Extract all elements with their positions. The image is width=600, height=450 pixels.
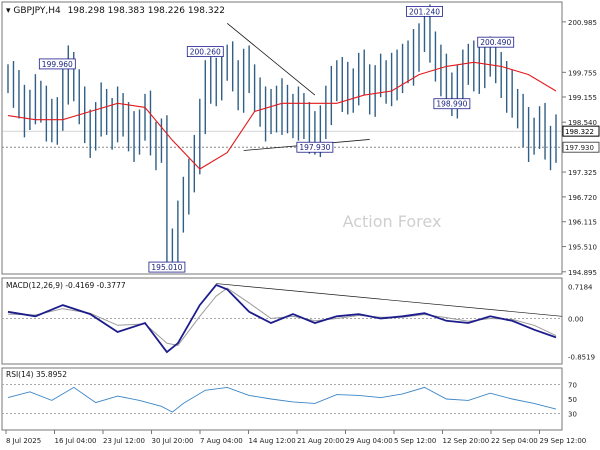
ref-level-label: 197.930 bbox=[565, 144, 594, 152]
moving-average-line bbox=[7, 61, 557, 170]
x-tick-label: 14 Aug 12:00 bbox=[249, 437, 296, 445]
rsi-panel-frame bbox=[1, 367, 563, 431]
x-tick-label: 29 Sep 12:00 bbox=[540, 437, 587, 445]
price-label-box bbox=[38, 58, 76, 70]
rsi-title: RSI(14) 35.8952 bbox=[6, 370, 67, 379]
x-tick-label: 8 Jul 2025 bbox=[6, 437, 41, 445]
header-symbol: GBPJPY,H4 bbox=[13, 6, 61, 16]
price-y-tick-label: 194.895 bbox=[568, 269, 597, 277]
x-tick-label: 22 Sep 04:00 bbox=[491, 437, 538, 445]
time-x-axis: 8 Jul 2025 16 Jul 04:00 23 Jul 12:00 30 Jul… bbox=[5, 430, 587, 445]
macd-y-tick-label: 0.7184 bbox=[568, 283, 593, 291]
macd-y-axis: 0.7184 0.00 -0.8519 bbox=[568, 283, 595, 361]
rsi-y-tick-label: 50 bbox=[568, 396, 577, 404]
price-label-box bbox=[296, 141, 334, 153]
rsi-y-axis: 70 50 30 bbox=[568, 382, 577, 419]
watermark: Action Forex bbox=[343, 212, 442, 231]
price-y-tick-label: 200.985 bbox=[568, 19, 597, 27]
price-label: 199.960 bbox=[42, 60, 73, 69]
ref-level-box bbox=[562, 141, 600, 153]
rsi-y-tick-label: 30 bbox=[568, 411, 577, 419]
macd-title: MACD(12,26,9) -0.4169 -0.3777 bbox=[6, 281, 126, 290]
price-label-box bbox=[433, 98, 471, 110]
price-label: 200.260 bbox=[190, 48, 221, 57]
macd-y-tick-label: -0.8519 bbox=[568, 354, 595, 362]
rsi-line bbox=[7, 386, 557, 413]
rsi-lines bbox=[2, 384, 562, 414]
price-label: 201.240 bbox=[409, 7, 440, 16]
price-label-box bbox=[406, 5, 443, 17]
price-label-box bbox=[477, 36, 515, 48]
x-tick-label: 16 Jul 04:00 bbox=[55, 437, 97, 445]
header-symbol-icon: ▾ bbox=[6, 6, 13, 16]
x-tick-label: 30 Jul 20:00 bbox=[152, 437, 194, 445]
price-label-box bbox=[148, 261, 186, 273]
current-price-box bbox=[562, 125, 600, 137]
x-tick-label: 5 Sep 12:00 bbox=[394, 437, 436, 445]
macd-panel-frame bbox=[1, 277, 563, 365]
price-label: 198.990 bbox=[436, 100, 467, 109]
price-label: 200.490 bbox=[480, 38, 511, 47]
price-y-axis: 200.985199.755199.155198.540197.935197.3… bbox=[562, 19, 600, 277]
price-label-box bbox=[186, 46, 224, 58]
price-y-tick-label: 195.510 bbox=[568, 244, 597, 252]
rsi-y-tick-label: 70 bbox=[568, 382, 577, 390]
price-panel-frame bbox=[1, 1, 563, 275]
x-tick-label: 12 Sep 20:00 bbox=[443, 437, 490, 445]
x-tick-label: 21 Aug 20:00 bbox=[297, 437, 344, 445]
trendline-upper bbox=[226, 22, 316, 96]
price-labels: 199.960 200.260 195.010 197.930 201.240 198.9… bbox=[38, 5, 515, 273]
moving-average bbox=[7, 61, 557, 170]
price-y-tick-label: 197.325 bbox=[568, 169, 597, 177]
x-tick-label: 23 Jul 12:00 bbox=[103, 437, 145, 445]
price-y-tick-label: 198.540 bbox=[568, 119, 597, 127]
macd-signal-line bbox=[7, 287, 557, 346]
macd-trendline bbox=[216, 283, 563, 317]
price-label: 195.010 bbox=[151, 263, 182, 272]
macd-lines bbox=[2, 283, 563, 354]
current-price-label: 198.322 bbox=[565, 128, 594, 136]
x-tick-label: 29 Aug 04:00 bbox=[346, 437, 393, 445]
macd-y-tick-label: 0.00 bbox=[568, 316, 584, 324]
price-y-tick-label: 199.755 bbox=[568, 69, 597, 77]
chart-header: ▾ GBPJPY,H4 198.298 198.383 198.226 198.… bbox=[6, 6, 225, 16]
price-label: 197.930 bbox=[299, 143, 330, 152]
x-tick-label: 7 Aug 04:00 bbox=[200, 437, 243, 445]
price-y-tick-label: 196.720 bbox=[568, 194, 597, 202]
price-bars bbox=[7, 4, 557, 271]
price-y-tick-label: 196.115 bbox=[568, 219, 597, 227]
price-y-tick-label: 199.155 bbox=[568, 94, 597, 102]
header-ohlc: 198.298 198.383 198.226 198.322 bbox=[68, 6, 225, 16]
macd-line bbox=[7, 283, 557, 354]
